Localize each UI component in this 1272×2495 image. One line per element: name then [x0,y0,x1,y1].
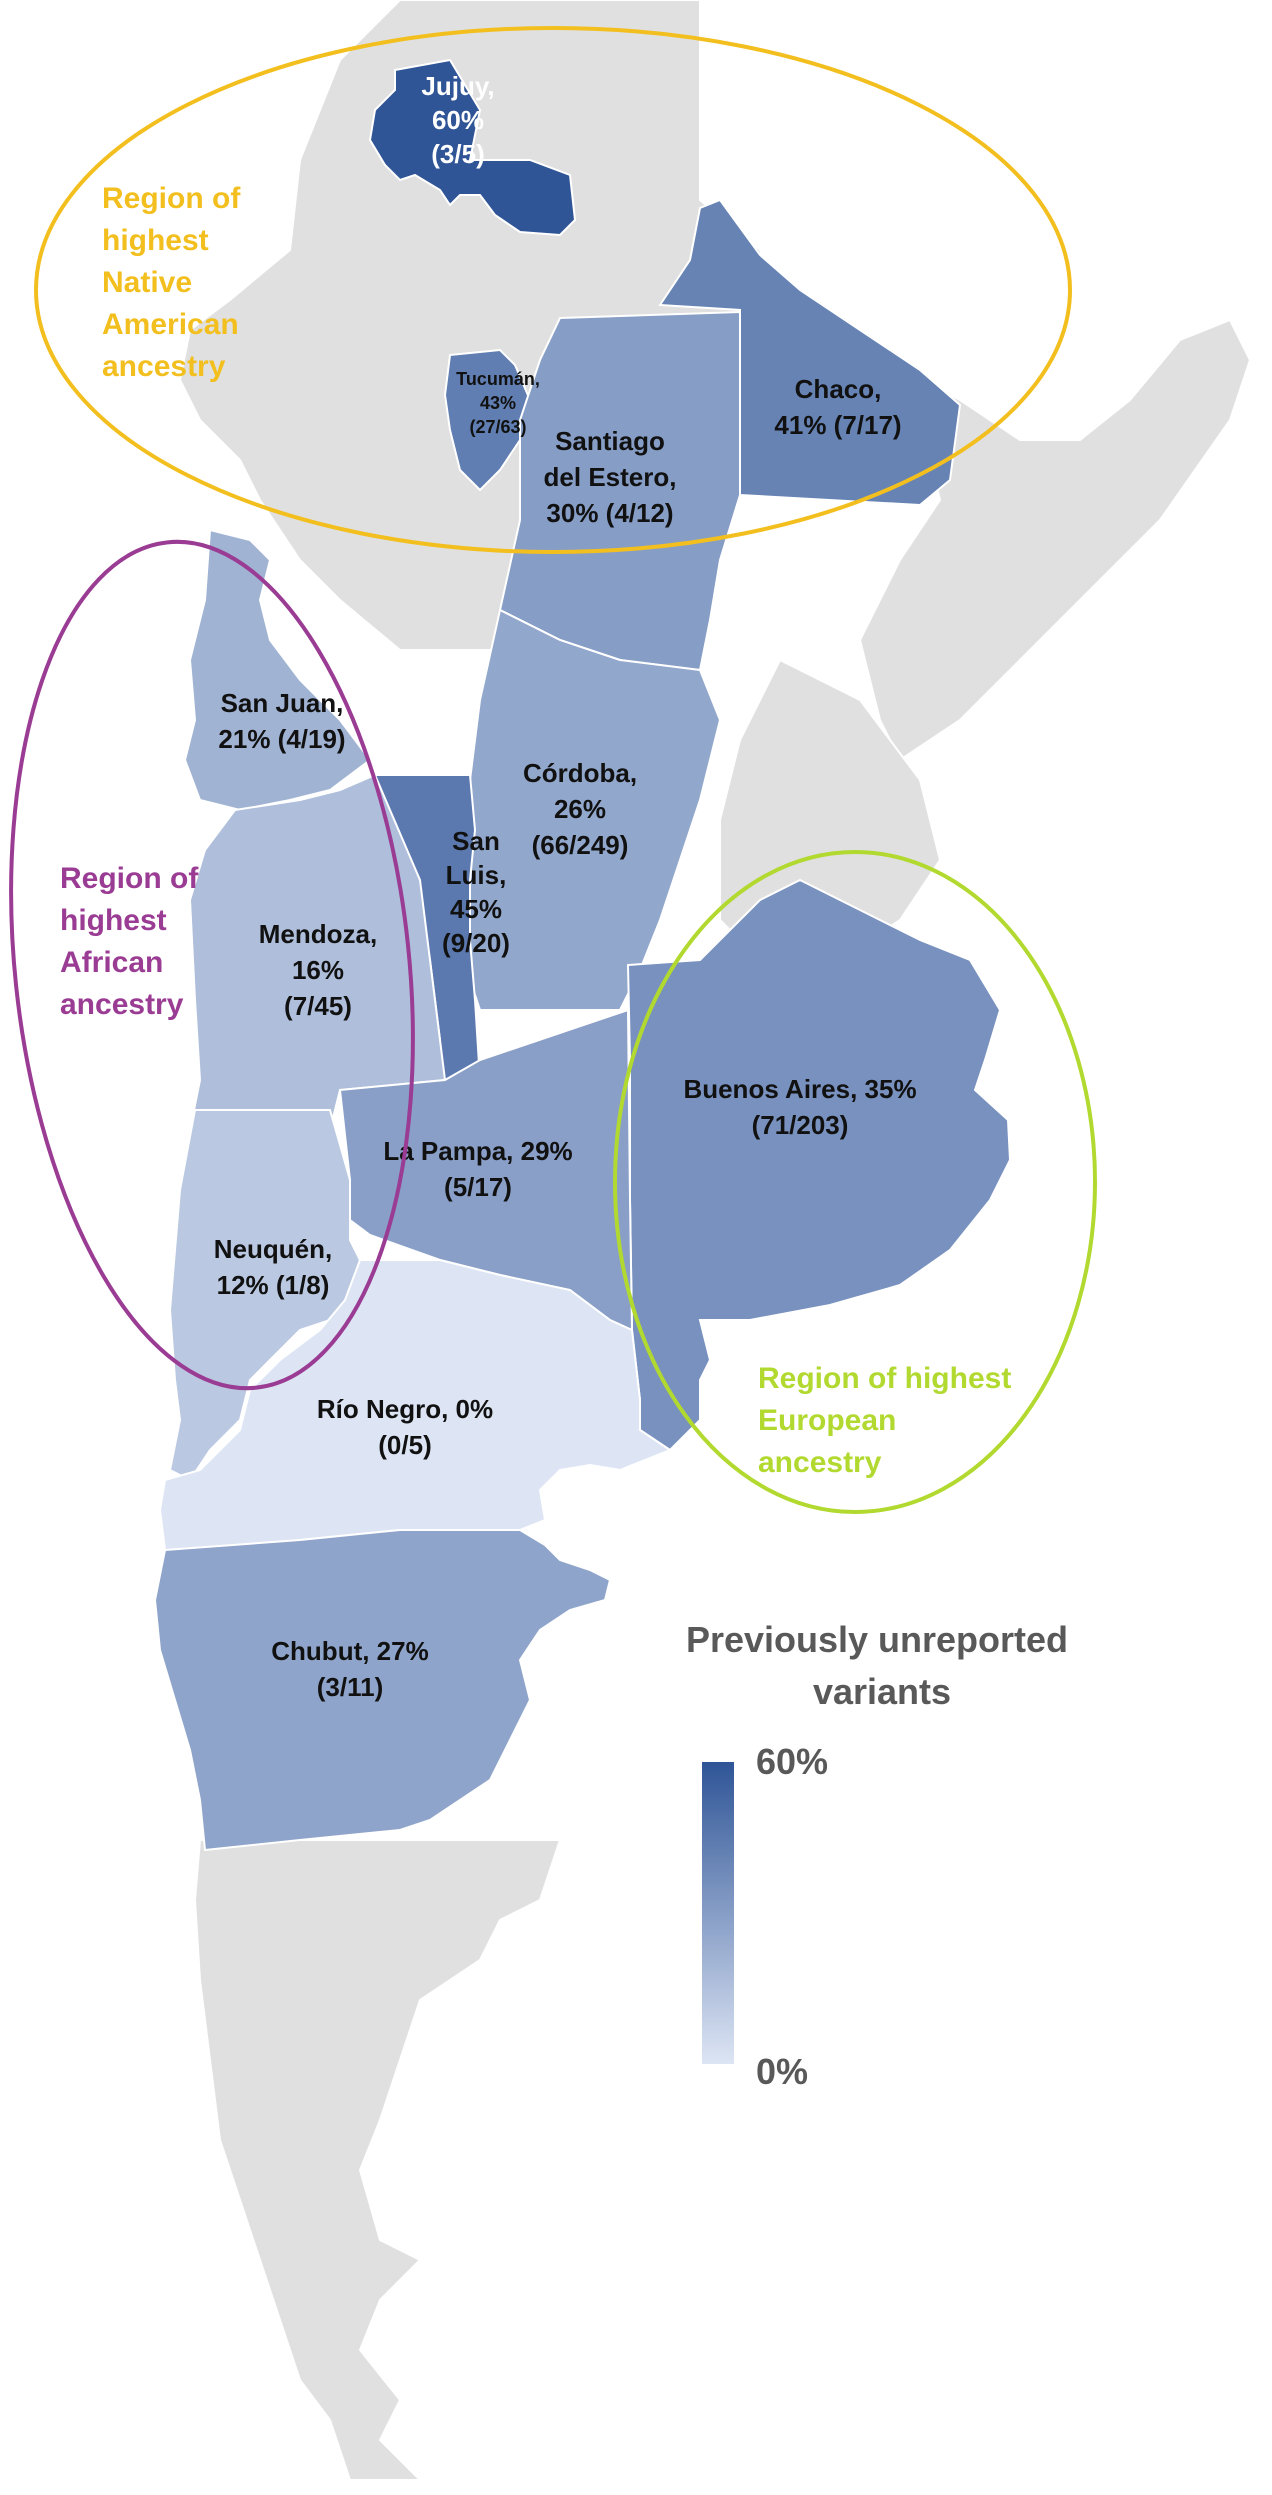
region-labels: Region of highest Native American ancestryRe… [60,182,1011,1479]
province-label-jujuy: Jujuy, 60% (3/5) [421,71,494,169]
legend-min-label: 0% [756,2051,808,2092]
province-label-line: Río Negro, 0% [317,1394,493,1424]
province-label-chaco: Chaco, 41% (7/17) [774,374,901,440]
province-label-line: 12% (1/8) [217,1270,330,1300]
province-label-line: Jujuy, [421,71,494,101]
province-label-line: 26% [554,794,606,824]
land-south [193,1839,562,2481]
provinces [153,58,1012,1852]
region-label-line: ancestry [758,1446,882,1479]
province-label-line: 30% (4/12) [546,498,673,528]
province-label-line: Neuquén, [214,1234,332,1264]
province-label-line: del Estero, [544,462,677,492]
province-label-line: 41% (7/17) [774,410,901,440]
province-label-line: Santiago [555,426,665,456]
province-chubut [153,1529,612,1852]
province-label-line: 16% [292,955,344,985]
province-labels: Jujuy, 60% (3/5) Tucumán, 43% (27/63) Chaco, 41… [214,71,917,1702]
province-label-tucuman: Tucumán, 43% (27/63) [456,369,540,437]
province-label-line: San Juan, [221,688,344,718]
region-label-line: highest [60,904,167,937]
province-label-line: (27/63) [469,417,526,437]
region-label-african: Region of highest African ancestry [60,862,199,1021]
province-label-neuquen: Neuquén, 12% (1/8) [214,1234,332,1300]
province-label-sanjuan: San Juan, 21% (4/19) [218,688,345,754]
region-label-european: Region of highest European ancestry [758,1362,1011,1479]
province-label-line: 45% [450,894,502,924]
legend-title: Previously unreported variants [686,1619,1078,1712]
province-label-line: (3/11) [317,1672,384,1702]
legend-color-scale [702,1762,734,2064]
african-ancestry-oval [9,539,415,1391]
region-label-line: European [758,1404,896,1437]
province-label-line: La Pampa, 29% [383,1136,572,1166]
province-label-line: (66/249) [532,830,629,860]
region-label-line: highest [102,224,209,257]
province-label-line: (7/45) [284,991,352,1021]
region-label-native: Region of highest Native American ancestry [102,182,241,383]
province-label-line: Chubut, 27% [271,1636,428,1666]
province-label-line: San [452,826,500,856]
province-label-line: Buenos Aires, 35% [683,1074,916,1104]
province-label-line: (5/17) [444,1172,512,1202]
province-label-line: Mendoza, [259,919,377,949]
province-label-line: Córdoba, [523,758,637,788]
region-label-line: ancestry [60,988,184,1021]
province-sanjuan [183,528,372,812]
region-label-line: American [102,308,239,341]
province-label-buenosaires: Buenos Aires, 35% (71/203) [683,1074,916,1140]
province-label-sanluis: San Luis, 45% (9/20) [442,826,510,958]
province-label-rionegro: Río Negro, 0% (0/5) [317,1394,493,1460]
province-label-chubut: Chubut, 27% (3/11) [271,1636,428,1702]
province-label-line: Chaco, [795,374,882,404]
province-label-line: 60% [432,105,484,135]
province-chaco [658,198,962,507]
region-label-line: African [60,946,163,979]
province-label-line: (9/20) [442,928,510,958]
background-land [178,0,1252,2481]
region-label-line: Region of [102,182,241,215]
legend-max-label: 60% [756,1741,828,1782]
province-label-line: (0/5) [378,1430,431,1460]
ancestry-regions [9,26,1097,1514]
province-label-line: (71/203) [752,1110,849,1140]
province-label-line: Luis, [446,860,507,890]
legend: Previously unreported variants 60% 0% [686,1619,1078,2092]
province-label-mendoza: Mendoza, 16% (7/45) [259,919,377,1021]
province-rionegro [158,1259,673,1551]
province-label-line: Tucumán, [456,369,540,389]
native-ancestry-oval [34,26,1072,554]
province-label-line: (3/5) [431,139,484,169]
province-label-line: 21% (4/19) [218,724,345,754]
province-label-line: 43% [480,393,516,413]
province-jujuy [368,58,577,237]
province-label-santiago: Santiago del Estero, 30% (4/12) [544,426,677,528]
land-northeast [779,318,1252,762]
region-label-line: Region of highest [758,1362,1011,1395]
european-ancestry-oval [613,850,1097,1514]
province-tucuman [443,348,532,492]
region-label-line: Region of [60,862,199,895]
province-label-lapampa: La Pampa, 29% (5/17) [383,1136,572,1202]
province-label-cordoba: Córdoba, 26% (66/249) [523,758,637,860]
region-label-line: Native [102,266,192,299]
province-neuquen [168,1109,362,1482]
region-label-line: ancestry [102,350,226,383]
